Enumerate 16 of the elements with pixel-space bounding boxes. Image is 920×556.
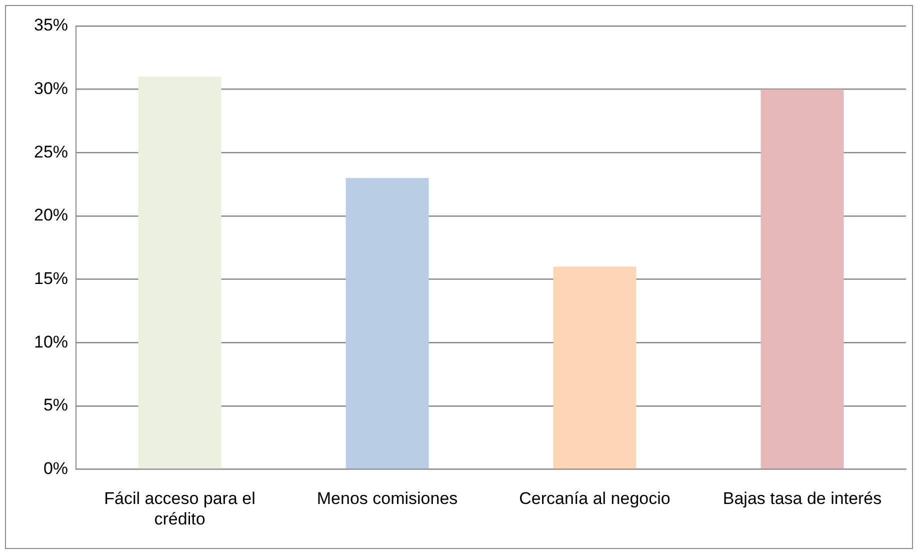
x-tick-label: Bajas tasa de interés <box>722 489 882 508</box>
y-tick-label: 15% <box>34 268 68 288</box>
y-tick-label: 10% <box>34 332 68 352</box>
bar <box>553 266 636 469</box>
y-tick-label: 35% <box>34 16 68 35</box>
bar <box>346 178 429 469</box>
y-tick-label: 20% <box>34 206 68 225</box>
bar <box>760 89 844 469</box>
y-tick-label: 0% <box>43 458 68 478</box>
x-tick-label: Fácil acceso para el crédito <box>104 489 256 528</box>
y-tick-label: 5% <box>43 396 68 415</box>
y-tick-label: 25% <box>34 142 68 162</box>
y-tick-label: 30% <box>34 79 68 98</box>
bar <box>138 76 222 469</box>
x-tick-label: Cercanía al negocio <box>519 489 670 508</box>
x-tick-label: Menos comisiones <box>316 489 458 508</box>
